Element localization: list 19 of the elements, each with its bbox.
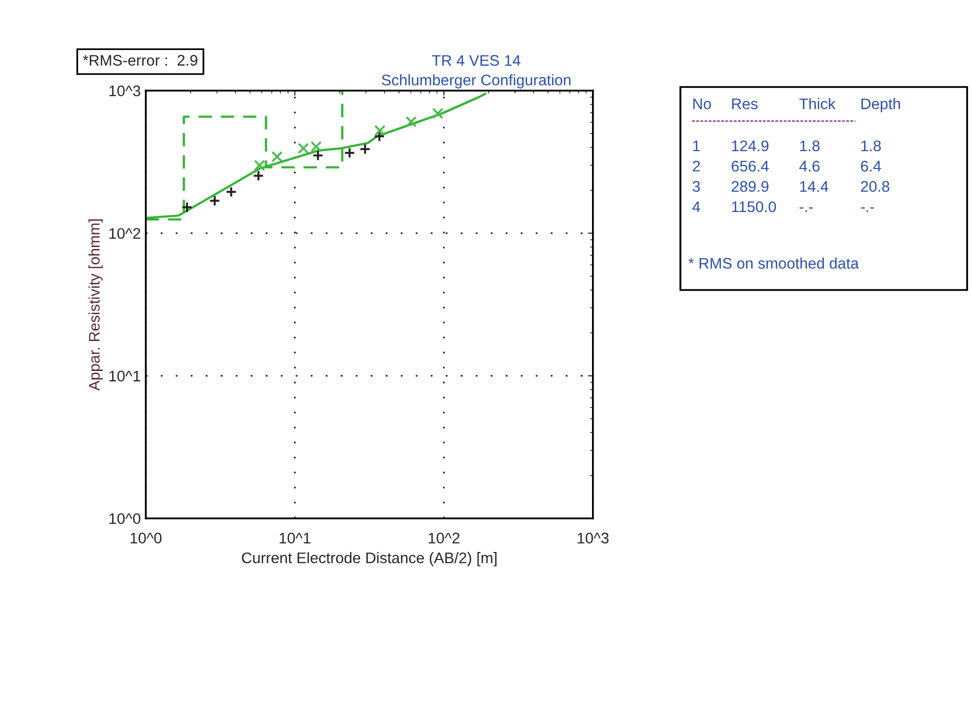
y-tick-label: 10^0 [109,513,140,524]
x-tick-label: 10^3 [578,532,609,544]
text: 4 1150.0 -.- -.- [692,201,874,212]
text: 1 124.9 1.8 1.8 [693,140,881,152]
text: No Res Thick Depth [693,98,900,112]
x-tick-label: 10^2 [428,532,460,544]
text: 2 656.4 4.6 6.4 [692,160,882,172]
y-tick-label: 10^3 [109,85,140,96]
y-tick-label: 10^2 [109,228,140,239]
y-tick-label: 10^1 [109,370,140,382]
x-tick-label: 10^1 [280,532,310,544]
chart-title: TR 4 VES 14 [432,55,520,66]
x-axis-title: Current Electrode Distance (AB/2) [m] [242,552,496,566]
y-axis-title: Appar. Resistivity [ohmm] [88,219,103,391]
text: 3 289.9 14.4 20.8 [692,181,890,192]
x-tick-label: 10^0 [130,532,162,544]
text: *RMS-error : 2.9 [82,54,198,66]
chart-subtitle: Schlumberger Configuration [382,74,570,88]
text: * RMS on smoothed data [688,258,859,269]
